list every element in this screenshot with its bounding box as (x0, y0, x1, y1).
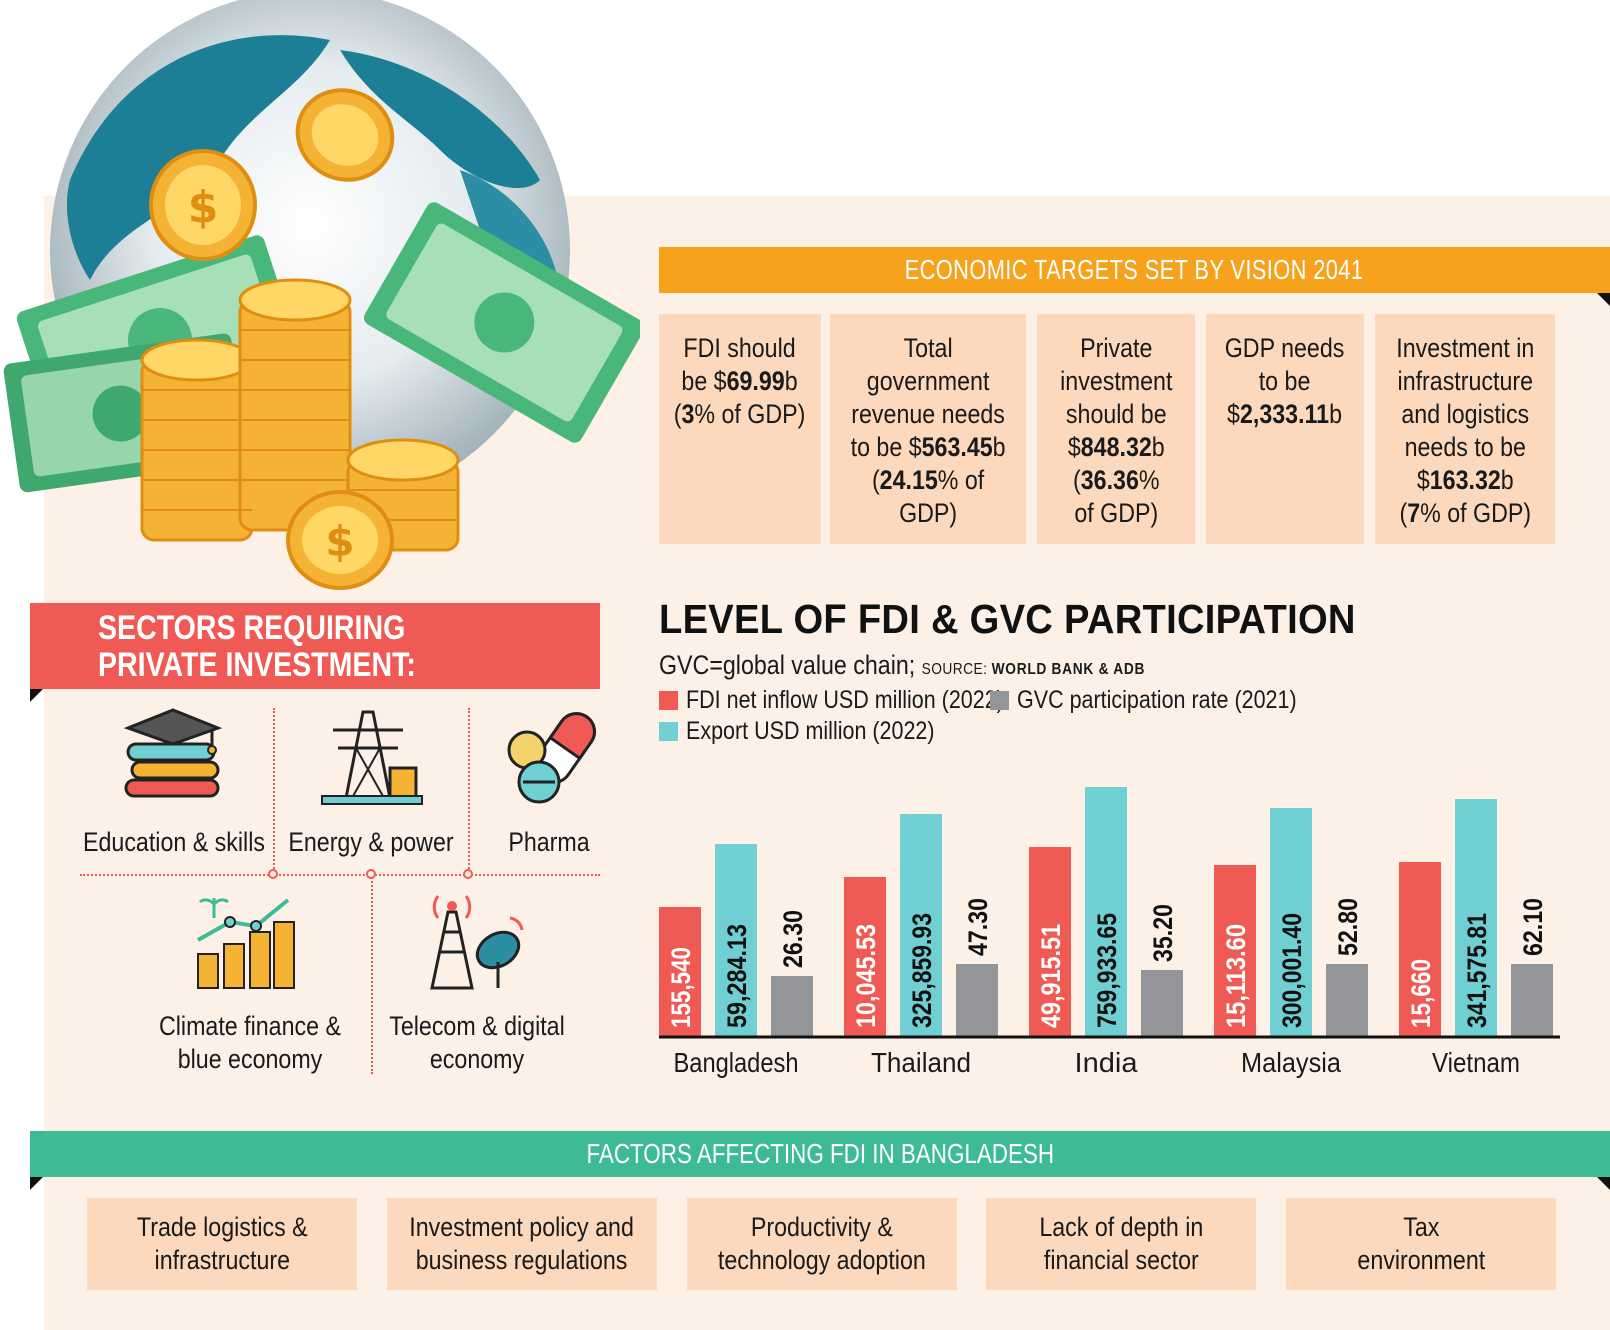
data-label: 47.30 (963, 898, 993, 956)
sector-label-climate: Climate finance & blue economy (159, 1011, 341, 1074)
fold-corner (30, 689, 43, 702)
data-label: 62.10 (1518, 898, 1548, 956)
fold-corner (30, 1177, 43, 1190)
svg-text:$: $ (188, 182, 219, 233)
sector-label-telecom: Telecom & digital economy (389, 1011, 565, 1074)
bar-vietnam-export (1455, 799, 1497, 1036)
globe-money-coins-illustration: $ $ (3, 0, 640, 590)
data-label: 15,113.60 (1221, 924, 1251, 1028)
data-label: 26.30 (778, 910, 808, 968)
sectors-header-bar: SECTORS REQUIRING PRIVATE INVESTMENT: (30, 603, 600, 689)
target-box-infrastructure: Investment in infrastructure and logisti… (1375, 314, 1555, 544)
sector-label-energy: Energy & power (288, 827, 454, 857)
divider (80, 874, 600, 876)
chart-subtitle: GVC=global value chain; SOURCE: WORLD BA… (659, 650, 1146, 680)
legend-swatch (659, 691, 678, 710)
svg-text:$: $ (325, 517, 354, 566)
divider (371, 874, 373, 1074)
data-label: 759,933.65 (1092, 913, 1122, 1028)
factor-box-investment-policy: Investment policy and business regulatio… (387, 1198, 657, 1290)
bar-thailand-fdi (844, 877, 886, 1036)
source-text: WORLD BANK & ADB (991, 661, 1146, 678)
bar-thailand-export (900, 814, 942, 1036)
x-tick-label: India (1075, 1047, 1138, 1078)
divider (468, 708, 470, 873)
chart-title: LEVEL OF FDI & GVC PARTICIPATION (659, 596, 1356, 642)
fold-corner (1597, 293, 1610, 306)
data-label: 59,284.13 (722, 924, 752, 1028)
bar-malaysia-gvc (1326, 964, 1368, 1036)
x-tick-label: Thailand (871, 1047, 971, 1078)
data-label: 49,915.51 (1036, 924, 1066, 1028)
growth-coins-plant-icon (197, 898, 295, 989)
factors-header: FACTORS AFFECTING FDI IN BANGLADESH (586, 1138, 1054, 1169)
fold-corner (1597, 1177, 1610, 1190)
sectors-header: SECTORS REQUIRING PRIVATE INVESTMENT: (98, 609, 416, 684)
power-pylon-icon (321, 710, 423, 805)
source-label: SOURCE: (921, 661, 992, 678)
legend-swatch (659, 722, 678, 741)
factor-box-tax: Tax environment (1286, 1198, 1556, 1290)
telecom-tower-dish-icon (430, 895, 524, 990)
target-text: Private investment should be $848.32b (3… (1059, 333, 1173, 528)
target-box-private-investment: Private investment should be $848.32b (3… (1037, 314, 1195, 544)
sector-label-education: Education & skills (83, 827, 265, 857)
data-label: 10,045.53 (851, 924, 881, 1028)
target-box-fdi: FDI should be $69.99b (3% of GDP) (659, 314, 821, 544)
data-label: 15,660 (1406, 959, 1436, 1028)
bar-malaysia-fdi (1214, 865, 1256, 1036)
target-box-revenue: Total government revenue needs to be $56… (830, 314, 1026, 544)
factor-box-trade-logistics: Trade logistics & infrastructure (87, 1198, 357, 1290)
factors-header-bar: FACTORS AFFECTING FDI IN BANGLADESH (30, 1131, 1610, 1177)
bar-india-export (1085, 787, 1127, 1036)
legend-swatch (990, 691, 1009, 710)
bar-bangladesh-gvc (771, 976, 813, 1036)
divider (273, 708, 275, 873)
divider-node (268, 869, 278, 879)
fdi-gvc-bar-chart: 155,540 59,284.13 26.30 Bangladesh 10,045.53… (659, 787, 1560, 1078)
books-graduation-cap-icon (123, 708, 223, 798)
bar-thailand-gvc (956, 964, 998, 1036)
bar-bangladesh-export (715, 844, 757, 1036)
legend-item-gvc: GVC participation rate (2021) (990, 686, 1342, 715)
target-text: GDP needs to be $2,333.11b (1225, 333, 1345, 429)
data-label: 341,575.81 (1462, 913, 1492, 1028)
divider-node (463, 869, 473, 879)
divider-node (366, 869, 376, 879)
bar-vietnam-fdi (1399, 862, 1441, 1036)
bar-malaysia-export (1270, 808, 1312, 1036)
targets-header: ECONOMIC TARGETS SET BY VISION 2041 (905, 254, 1364, 285)
target-text: FDI should be $69.99b (3% of GDP) (674, 333, 806, 429)
target-box-gdp: GDP needs to be $2,333.11b (1206, 314, 1364, 544)
data-label: 35.20 (1148, 904, 1178, 962)
target-text: Total government revenue needs to be $56… (850, 333, 1006, 528)
data-label: 52.80 (1333, 898, 1363, 956)
target-text: Investment in infrastructure and logisti… (1395, 333, 1535, 528)
data-label: 325,859.93 (907, 913, 937, 1028)
bar-india-fdi (1029, 847, 1071, 1036)
pills-capsule-icon (507, 712, 596, 804)
bar-vietnam-gvc (1511, 964, 1553, 1036)
x-tick-label: Bangladesh (674, 1047, 799, 1078)
legend-item-export: Export USD million (2022) (659, 717, 975, 746)
x-tick-label: Vietnam (1432, 1047, 1520, 1078)
factor-box-financial-depth: Lack of depth in financial sector (986, 1198, 1256, 1290)
data-label: 155,540 (666, 947, 696, 1028)
targets-header-bar: ECONOMIC TARGETS SET BY VISION 2041 (659, 247, 1610, 293)
data-label: 300,001.40 (1277, 913, 1307, 1028)
legend-item-fdi: FDI net inflow USD million (2022) (659, 686, 1056, 715)
x-tick-label: Malaysia (1241, 1047, 1341, 1078)
bar-bangladesh-fdi (659, 907, 701, 1036)
bar-india-gvc (1141, 970, 1183, 1036)
factor-box-productivity: Productivity & technology adoption (687, 1198, 957, 1290)
sector-label-pharma: Pharma (508, 827, 590, 857)
